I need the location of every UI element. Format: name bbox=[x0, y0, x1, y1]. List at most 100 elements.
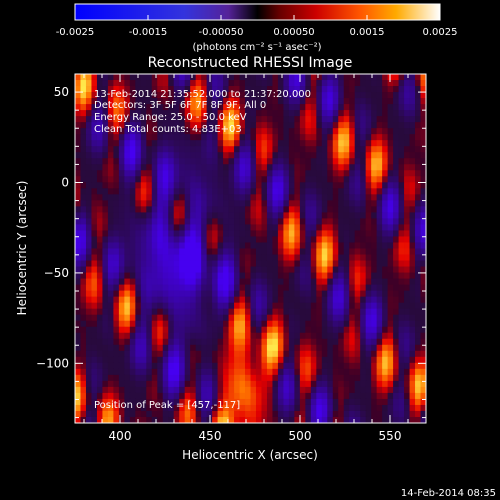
heatmap-cell bbox=[157, 410, 164, 418]
heatmap-cell bbox=[96, 290, 103, 298]
heatmap-cell bbox=[107, 362, 114, 370]
heatmap-cell bbox=[85, 266, 92, 273]
heatmap-cell bbox=[382, 392, 389, 400]
heatmap-cell bbox=[371, 338, 378, 346]
heatmap-cell bbox=[228, 266, 235, 273]
heatmap-cell bbox=[376, 104, 383, 111]
heatmap-cell bbox=[179, 308, 186, 316]
heatmap-cell bbox=[266, 206, 273, 213]
heatmap-cell bbox=[360, 278, 367, 286]
heatmap-cell bbox=[239, 380, 246, 388]
heatmap-cell bbox=[387, 368, 394, 376]
heatmap-cell bbox=[415, 104, 421, 111]
heatmap-cell bbox=[80, 290, 87, 298]
heatmap-cell bbox=[151, 140, 158, 147]
heatmap-cell bbox=[179, 266, 186, 273]
heatmap-cell bbox=[85, 212, 92, 219]
heatmap-cell bbox=[349, 404, 356, 412]
heatmap-cell bbox=[206, 116, 213, 123]
heatmap-cell bbox=[283, 182, 290, 189]
heatmap-cell bbox=[365, 320, 372, 328]
heatmap-cell bbox=[387, 74, 394, 81]
heatmap-cell bbox=[118, 104, 125, 111]
heatmap-cell bbox=[272, 122, 279, 129]
heatmap-cell bbox=[195, 302, 202, 310]
heatmap-cell bbox=[234, 362, 240, 370]
heatmap-cell bbox=[266, 92, 273, 99]
heatmap-cell bbox=[135, 80, 142, 87]
heatmap-cell bbox=[354, 236, 361, 243]
heatmap-cell bbox=[118, 410, 125, 418]
heatmap-cell bbox=[157, 314, 164, 322]
heatmap-cell bbox=[294, 362, 301, 370]
heatmap-cell bbox=[382, 74, 389, 81]
heatmap-cell bbox=[168, 356, 175, 364]
heatmap-cell bbox=[190, 116, 197, 123]
heatmap-cell bbox=[113, 416, 120, 423]
heatmap-cell bbox=[299, 410, 306, 418]
heatmap-cell bbox=[327, 164, 334, 171]
heatmap-cell bbox=[288, 332, 295, 340]
heatmap-cell bbox=[228, 296, 235, 304]
heatmap-cell bbox=[102, 332, 109, 340]
heatmap-cell bbox=[195, 332, 202, 340]
heatmap-cell bbox=[113, 188, 120, 195]
heatmap-cell bbox=[365, 350, 372, 358]
heatmap-cell bbox=[179, 326, 186, 334]
heatmap-cell bbox=[140, 326, 147, 334]
heatmap-cell bbox=[283, 206, 290, 213]
heatmap-cell bbox=[228, 350, 235, 358]
heatmap-cell bbox=[382, 86, 389, 93]
heatmap-cell bbox=[85, 134, 92, 141]
heatmap-cell bbox=[310, 86, 317, 93]
heatmap-cell bbox=[217, 380, 224, 388]
heatmap-cell bbox=[91, 290, 98, 298]
heatmap-cell bbox=[321, 266, 328, 273]
heatmap-cell bbox=[349, 314, 356, 322]
heatmap-cell bbox=[398, 254, 405, 261]
heatmap-cell bbox=[299, 194, 306, 201]
heatmap-cell bbox=[201, 386, 208, 394]
heatmap-cell bbox=[321, 350, 328, 358]
heatmap-cell bbox=[118, 362, 125, 370]
heatmap-cell bbox=[217, 164, 224, 171]
heatmap-cell bbox=[107, 320, 114, 328]
heatmap-cell bbox=[261, 362, 268, 370]
heatmap-cell bbox=[255, 86, 262, 93]
heatmap-cell bbox=[327, 338, 334, 346]
heatmap-cell bbox=[272, 272, 279, 279]
heatmap-cell bbox=[129, 356, 136, 364]
heatmap-cell bbox=[288, 128, 295, 135]
heatmap-cell bbox=[404, 380, 410, 388]
heatmap-cell bbox=[135, 314, 142, 322]
heatmap-cell bbox=[332, 194, 339, 201]
heatmap-cell bbox=[75, 212, 81, 219]
heatmap-cell bbox=[404, 224, 410, 231]
heatmap-cell bbox=[223, 170, 229, 177]
heatmap-cell bbox=[179, 158, 186, 165]
heatmap-cell bbox=[217, 146, 224, 153]
heatmap-cell bbox=[168, 338, 175, 346]
heatmap-cell bbox=[85, 302, 92, 310]
heatmap-cell bbox=[349, 284, 356, 292]
heatmap-cell bbox=[393, 80, 399, 87]
heatmap-cell bbox=[420, 230, 426, 237]
heatmap-cell bbox=[316, 368, 323, 376]
heatmap-cell bbox=[255, 416, 262, 423]
heatmap-cell bbox=[157, 140, 164, 147]
heatmap-cell bbox=[387, 290, 394, 298]
heatmap-cell bbox=[420, 140, 426, 147]
heatmap-cell bbox=[343, 392, 350, 400]
heatmap-cell bbox=[272, 152, 279, 159]
heatmap-cell bbox=[382, 374, 389, 382]
heatmap-cell bbox=[118, 188, 125, 195]
heatmap-cell bbox=[305, 392, 312, 400]
heatmap-cell bbox=[288, 320, 295, 328]
heatmap-cell bbox=[261, 254, 268, 261]
heatmap-cell bbox=[343, 164, 350, 171]
heatmap-cell bbox=[124, 290, 131, 298]
heatmap-cell bbox=[201, 146, 208, 153]
heatmap-cell bbox=[420, 374, 426, 382]
heatmap-cell bbox=[107, 368, 114, 376]
heatmap-cell bbox=[277, 308, 284, 316]
